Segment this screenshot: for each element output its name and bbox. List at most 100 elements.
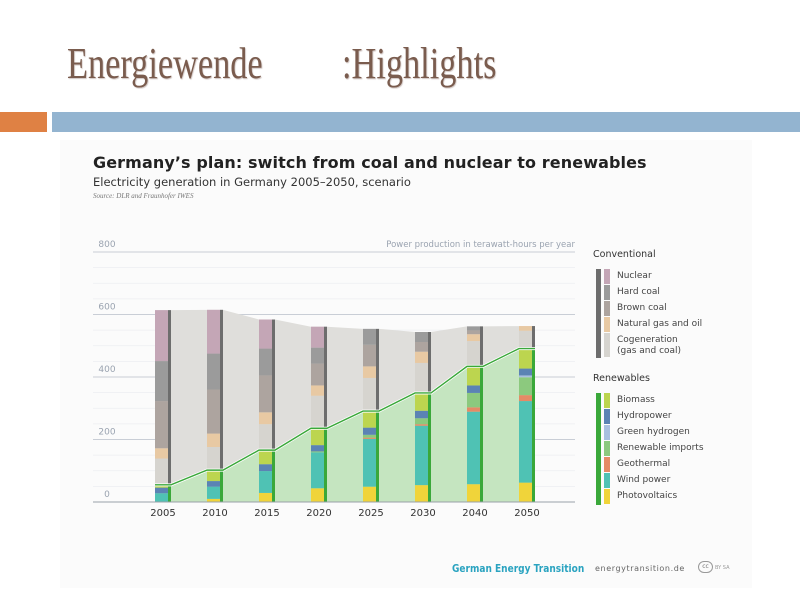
bar-segment-nuclear-2015	[259, 319, 272, 349]
bar-segment-natural-gas-and-oil-2015	[259, 412, 272, 425]
bar-segment-renewable-imports-2020	[311, 451, 324, 453]
cc-license-icon: cc	[698, 561, 713, 573]
bar-segment-hard-coal-2040	[467, 326, 480, 331]
accent-bar-orange	[0, 112, 47, 132]
bar-segment-hard-coal-2025	[363, 328, 376, 345]
bar-segment-geothermal-2025	[363, 437, 376, 439]
legend-label: Photovoltaics	[617, 489, 677, 502]
bar-segment-geothermal-2040	[467, 407, 480, 412]
bar-segment-renewable-imports-2040	[467, 392, 480, 408]
legend-label: Brown coal	[617, 301, 667, 314]
legend-item: Cogeneration (gas and coal)	[596, 333, 681, 358]
legend-group-bar	[596, 473, 601, 489]
x-tick-label: 2015	[254, 508, 279, 519]
bar-segment-hydropower-2015	[259, 464, 272, 472]
legend-label: Cogeneration (gas and coal)	[617, 333, 681, 357]
bar-segment-renewable-imports-2025	[363, 434, 376, 438]
bar-segment-cogeneration-2030	[415, 362, 428, 393]
bar-segment-cogeneration-2025	[363, 377, 376, 412]
bar-segment-biomass-2015	[259, 450, 272, 465]
x-tick-label: 2010	[202, 508, 227, 519]
legend-label: Renewable imports	[617, 441, 704, 454]
legend-item: Hydropower	[596, 409, 672, 425]
legend-label-text-line2: (gas and coal)	[617, 346, 682, 356]
bar-segment-hydropower-2005	[155, 487, 168, 494]
legend-swatch	[604, 489, 610, 504]
y-tick-label: 200	[98, 428, 115, 438]
bar-segment-hydropower-2030	[415, 410, 428, 419]
bar-segment-biomass-2020	[311, 428, 324, 446]
bar-segment-hydropower-2020	[311, 445, 324, 452]
chart-title: Germany’s plan: switch from coal and nuc…	[93, 153, 647, 172]
x-tick-label: 2030	[410, 508, 435, 519]
bar-segment-brown-coal-2030	[415, 342, 428, 352]
conventional-marker-line	[376, 328, 379, 412]
bar-segment-brown-coal-2020	[311, 363, 324, 386]
bar-segment-wind-power-2025	[363, 438, 376, 487]
legend-label: Wind power	[617, 473, 670, 486]
bar-segment-biomass-2040	[467, 366, 480, 386]
bar-segment-hard-coal-2005	[155, 361, 168, 402]
renewables-marker-line	[272, 450, 275, 502]
legend-label-text: Hard coal	[617, 287, 660, 297]
legend-swatch	[604, 457, 610, 472]
legend-item: Nuclear	[596, 269, 652, 285]
bar-segment-cogeneration-2040	[467, 341, 480, 367]
y-tick-label: 0	[104, 490, 110, 500]
x-tick-label: 2040	[462, 508, 487, 519]
license-text: BY SA	[715, 565, 730, 571]
legend-group-bar	[596, 317, 601, 333]
bar-segment-photovoltaics-2030	[415, 485, 428, 502]
legend-item: Brown coal	[596, 301, 667, 317]
legend-label: Green hydrogen	[617, 425, 690, 438]
legend-group-heading: Conventional	[593, 249, 656, 260]
legend-swatch	[604, 301, 610, 316]
legend-label: Nuclear	[617, 269, 652, 282]
bar-segment-photovoltaics-2010	[207, 498, 220, 502]
bar-segment-natural-gas-and-oil-2030	[415, 351, 428, 363]
bar-segment-hard-coal-2020	[311, 347, 324, 364]
renewables-marker-line	[428, 392, 431, 502]
bar-segment-hard-coal-2030	[415, 332, 428, 342]
legend-item: Hard coal	[596, 285, 660, 301]
conventional-marker-line	[272, 319, 275, 451]
bar-segment-renewable-imports-2030	[415, 418, 428, 425]
legend-label-text: Brown coal	[617, 303, 667, 313]
x-tick-label: 2020	[306, 508, 331, 519]
bar-segment-cogeneration-2010	[207, 447, 220, 471]
bar-segment-biomass-2025	[363, 411, 376, 428]
legend-group-bar	[596, 489, 601, 505]
legend-group-bar	[596, 393, 601, 409]
bar-segment-biomass-2010	[207, 470, 220, 482]
legend-group-heading: Renewables	[593, 373, 650, 384]
legend-label-text: Green hydrogen	[617, 427, 690, 437]
legend-label: Natural gas and oil	[617, 317, 702, 330]
legend-label-text: Photovoltaics	[617, 491, 678, 501]
legend-item: Wind power	[596, 473, 670, 489]
legend-label-text: Renewable imports	[617, 443, 704, 453]
legend-label: Hydropower	[617, 409, 672, 422]
bar-segment-renewable-imports-2050	[519, 377, 532, 396]
bar-segment-natural-gas-and-oil-2025	[363, 366, 376, 378]
legend-group-bar	[596, 285, 601, 301]
renewables-marker-line	[532, 348, 535, 502]
bar-segment-hydropower-2010	[207, 481, 220, 487]
bar-segment-wind-power-2010	[207, 486, 220, 499]
bar-segment-biomass-2030	[415, 392, 428, 411]
legend-swatch	[604, 441, 610, 456]
bar-segment-hydropower-2050	[519, 368, 532, 376]
legend-swatch	[604, 269, 610, 284]
x-tick-label: 2005	[150, 508, 175, 519]
footer-url[interactable]: energytransition.de	[595, 564, 685, 573]
bar-segment-nuclear-2005	[155, 310, 168, 362]
legend-swatch	[604, 425, 610, 440]
renewables-marker-line	[220, 470, 223, 502]
conventional-marker-line	[220, 309, 223, 471]
y-tick-label: 400	[98, 365, 115, 375]
bar-segment-photovoltaics-2020	[311, 488, 324, 502]
conventional-marker-line	[428, 332, 431, 393]
y-axis-label: Power production in terawatt-hours per y…	[386, 240, 575, 250]
bar-segment-wind-power-2020	[311, 452, 324, 489]
bar-segment-natural-gas-and-oil-2020	[311, 385, 324, 396]
